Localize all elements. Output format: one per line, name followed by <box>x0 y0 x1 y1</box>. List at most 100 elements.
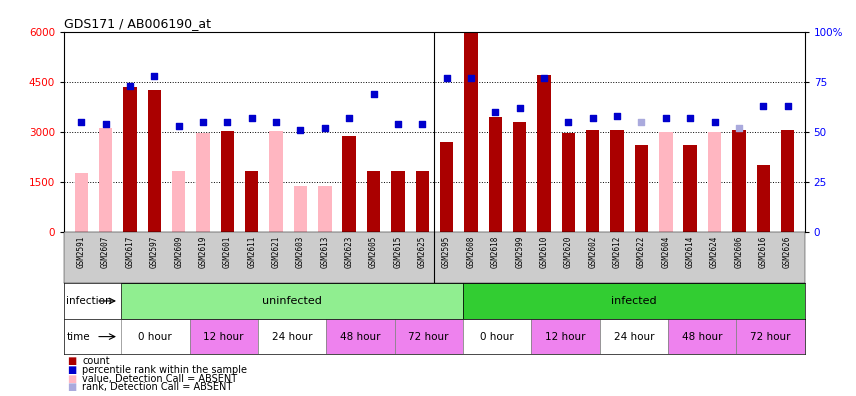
Text: GSM2601: GSM2601 <box>223 236 232 268</box>
Bar <box>74 173 88 232</box>
Point <box>342 114 356 121</box>
Point <box>683 114 697 121</box>
Text: GSM2626: GSM2626 <box>783 236 792 268</box>
Bar <box>221 131 234 232</box>
Text: ■: ■ <box>67 365 76 375</box>
Text: 24 hour: 24 hour <box>614 331 654 342</box>
Bar <box>708 131 722 232</box>
Bar <box>294 186 307 232</box>
Point <box>464 74 478 81</box>
Text: GSM2624: GSM2624 <box>710 236 719 268</box>
Text: GSM2622: GSM2622 <box>637 236 646 268</box>
Point <box>659 114 673 121</box>
Bar <box>463 283 805 319</box>
Point <box>391 120 405 127</box>
Text: ■: ■ <box>67 373 76 384</box>
Text: GSM2614: GSM2614 <box>686 236 695 268</box>
Text: GSM2617: GSM2617 <box>126 236 134 268</box>
Text: uninfected: uninfected <box>262 296 322 306</box>
Bar <box>196 133 210 232</box>
Text: GSM2604: GSM2604 <box>662 236 670 268</box>
Text: GSM2591: GSM2591 <box>77 236 86 268</box>
Bar <box>172 171 186 232</box>
Bar <box>513 122 526 232</box>
Text: value, Detection Call = ABSENT: value, Detection Call = ABSENT <box>82 373 237 384</box>
Bar <box>122 283 463 319</box>
Text: GSM2618: GSM2618 <box>490 236 500 268</box>
Text: GSM2599: GSM2599 <box>515 236 524 268</box>
Bar <box>736 319 805 354</box>
Point <box>757 103 770 109</box>
Bar <box>123 87 137 232</box>
Text: GSM2610: GSM2610 <box>539 236 549 268</box>
Point <box>74 118 88 125</box>
Text: percentile rank within the sample: percentile rank within the sample <box>82 365 247 375</box>
Bar <box>270 131 282 232</box>
Bar <box>258 319 326 354</box>
Point <box>294 126 307 133</box>
Text: GSM2609: GSM2609 <box>174 236 183 268</box>
Bar <box>395 319 463 354</box>
Point <box>245 114 259 121</box>
Point <box>172 122 186 129</box>
Point <box>415 120 429 127</box>
Bar <box>189 319 258 354</box>
Text: GSM2620: GSM2620 <box>564 236 573 268</box>
Point <box>562 118 575 125</box>
Text: GSM2621: GSM2621 <box>271 236 281 268</box>
Point <box>610 112 624 119</box>
Text: ■: ■ <box>67 356 76 366</box>
Text: GSM2605: GSM2605 <box>369 236 378 268</box>
Bar <box>610 130 624 232</box>
Text: time: time <box>67 331 90 342</box>
Bar <box>415 171 429 232</box>
Bar <box>367 171 380 232</box>
Text: GDS171 / AB006190_at: GDS171 / AB006190_at <box>64 17 211 30</box>
Point <box>732 124 746 131</box>
Text: GSM2625: GSM2625 <box>418 236 427 268</box>
Point <box>634 118 648 125</box>
Text: GSM2597: GSM2597 <box>150 236 159 268</box>
Point <box>318 124 331 131</box>
Bar <box>99 128 112 232</box>
Text: 0 hour: 0 hour <box>480 331 514 342</box>
Point <box>270 118 283 125</box>
Text: GSM2619: GSM2619 <box>199 236 207 268</box>
Point <box>123 82 137 89</box>
Text: GSM2611: GSM2611 <box>247 236 256 268</box>
Text: GSM2616: GSM2616 <box>758 236 768 268</box>
Text: GSM2606: GSM2606 <box>734 236 743 268</box>
Point <box>513 105 526 111</box>
Text: GSM2613: GSM2613 <box>320 236 330 268</box>
Bar <box>342 136 356 232</box>
Text: GSM2607: GSM2607 <box>101 236 110 268</box>
Text: GSM2615: GSM2615 <box>394 236 402 268</box>
Bar <box>122 319 189 354</box>
Text: count: count <box>82 356 110 366</box>
Point <box>147 72 161 79</box>
Text: 72 hour: 72 hour <box>750 331 791 342</box>
Text: GSM2603: GSM2603 <box>296 236 305 268</box>
Bar <box>562 133 575 232</box>
Point <box>196 118 210 125</box>
Bar <box>391 171 405 232</box>
Bar <box>147 90 161 232</box>
Bar <box>463 319 532 354</box>
Point <box>440 74 454 81</box>
Text: infection: infection <box>67 296 112 306</box>
Bar <box>489 117 502 232</box>
Bar <box>683 145 697 232</box>
Text: GSM2602: GSM2602 <box>588 236 597 268</box>
Bar <box>538 75 550 232</box>
Text: 24 hour: 24 hour <box>271 331 312 342</box>
Bar <box>757 165 770 232</box>
Bar <box>599 319 668 354</box>
Bar <box>659 131 673 232</box>
Text: 48 hour: 48 hour <box>682 331 722 342</box>
Text: GSM2595: GSM2595 <box>442 236 451 268</box>
Bar <box>464 33 478 232</box>
Point <box>538 74 551 81</box>
Bar <box>440 142 454 232</box>
Text: GSM2608: GSM2608 <box>467 236 475 268</box>
Point <box>98 120 112 127</box>
